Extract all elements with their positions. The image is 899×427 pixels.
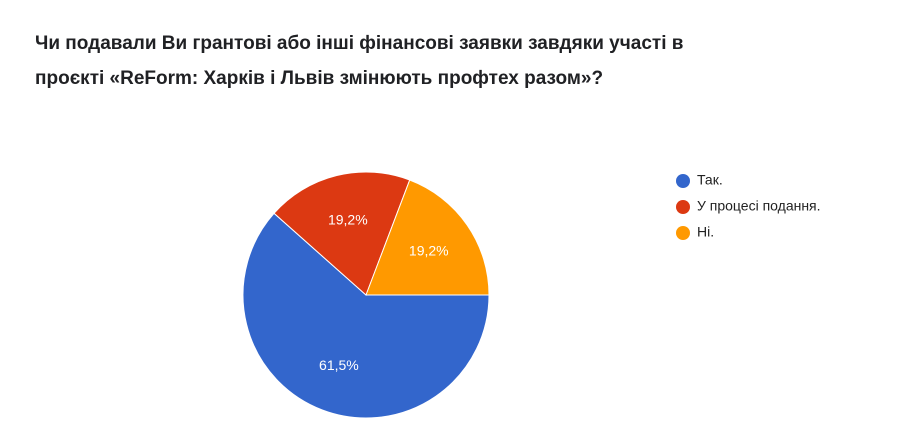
pie-slice <box>242 212 490 419</box>
legend-marker <box>676 226 690 240</box>
slice-label: 19,2% <box>409 242 449 258</box>
pie-slice <box>273 171 411 296</box>
legend-marker <box>676 174 690 188</box>
legend-label: У процесі подання. <box>697 198 821 214</box>
legend-marker <box>676 200 690 214</box>
pie-slice <box>365 179 490 296</box>
slice-label: 61,5% <box>319 357 359 373</box>
slice-label: 19,2% <box>328 212 368 228</box>
legend-label: Так. <box>697 172 723 188</box>
legend-label: Ні. <box>697 224 714 240</box>
chart-title: Чи подавали Ви грантові або інші фінансо… <box>35 33 684 89</box>
